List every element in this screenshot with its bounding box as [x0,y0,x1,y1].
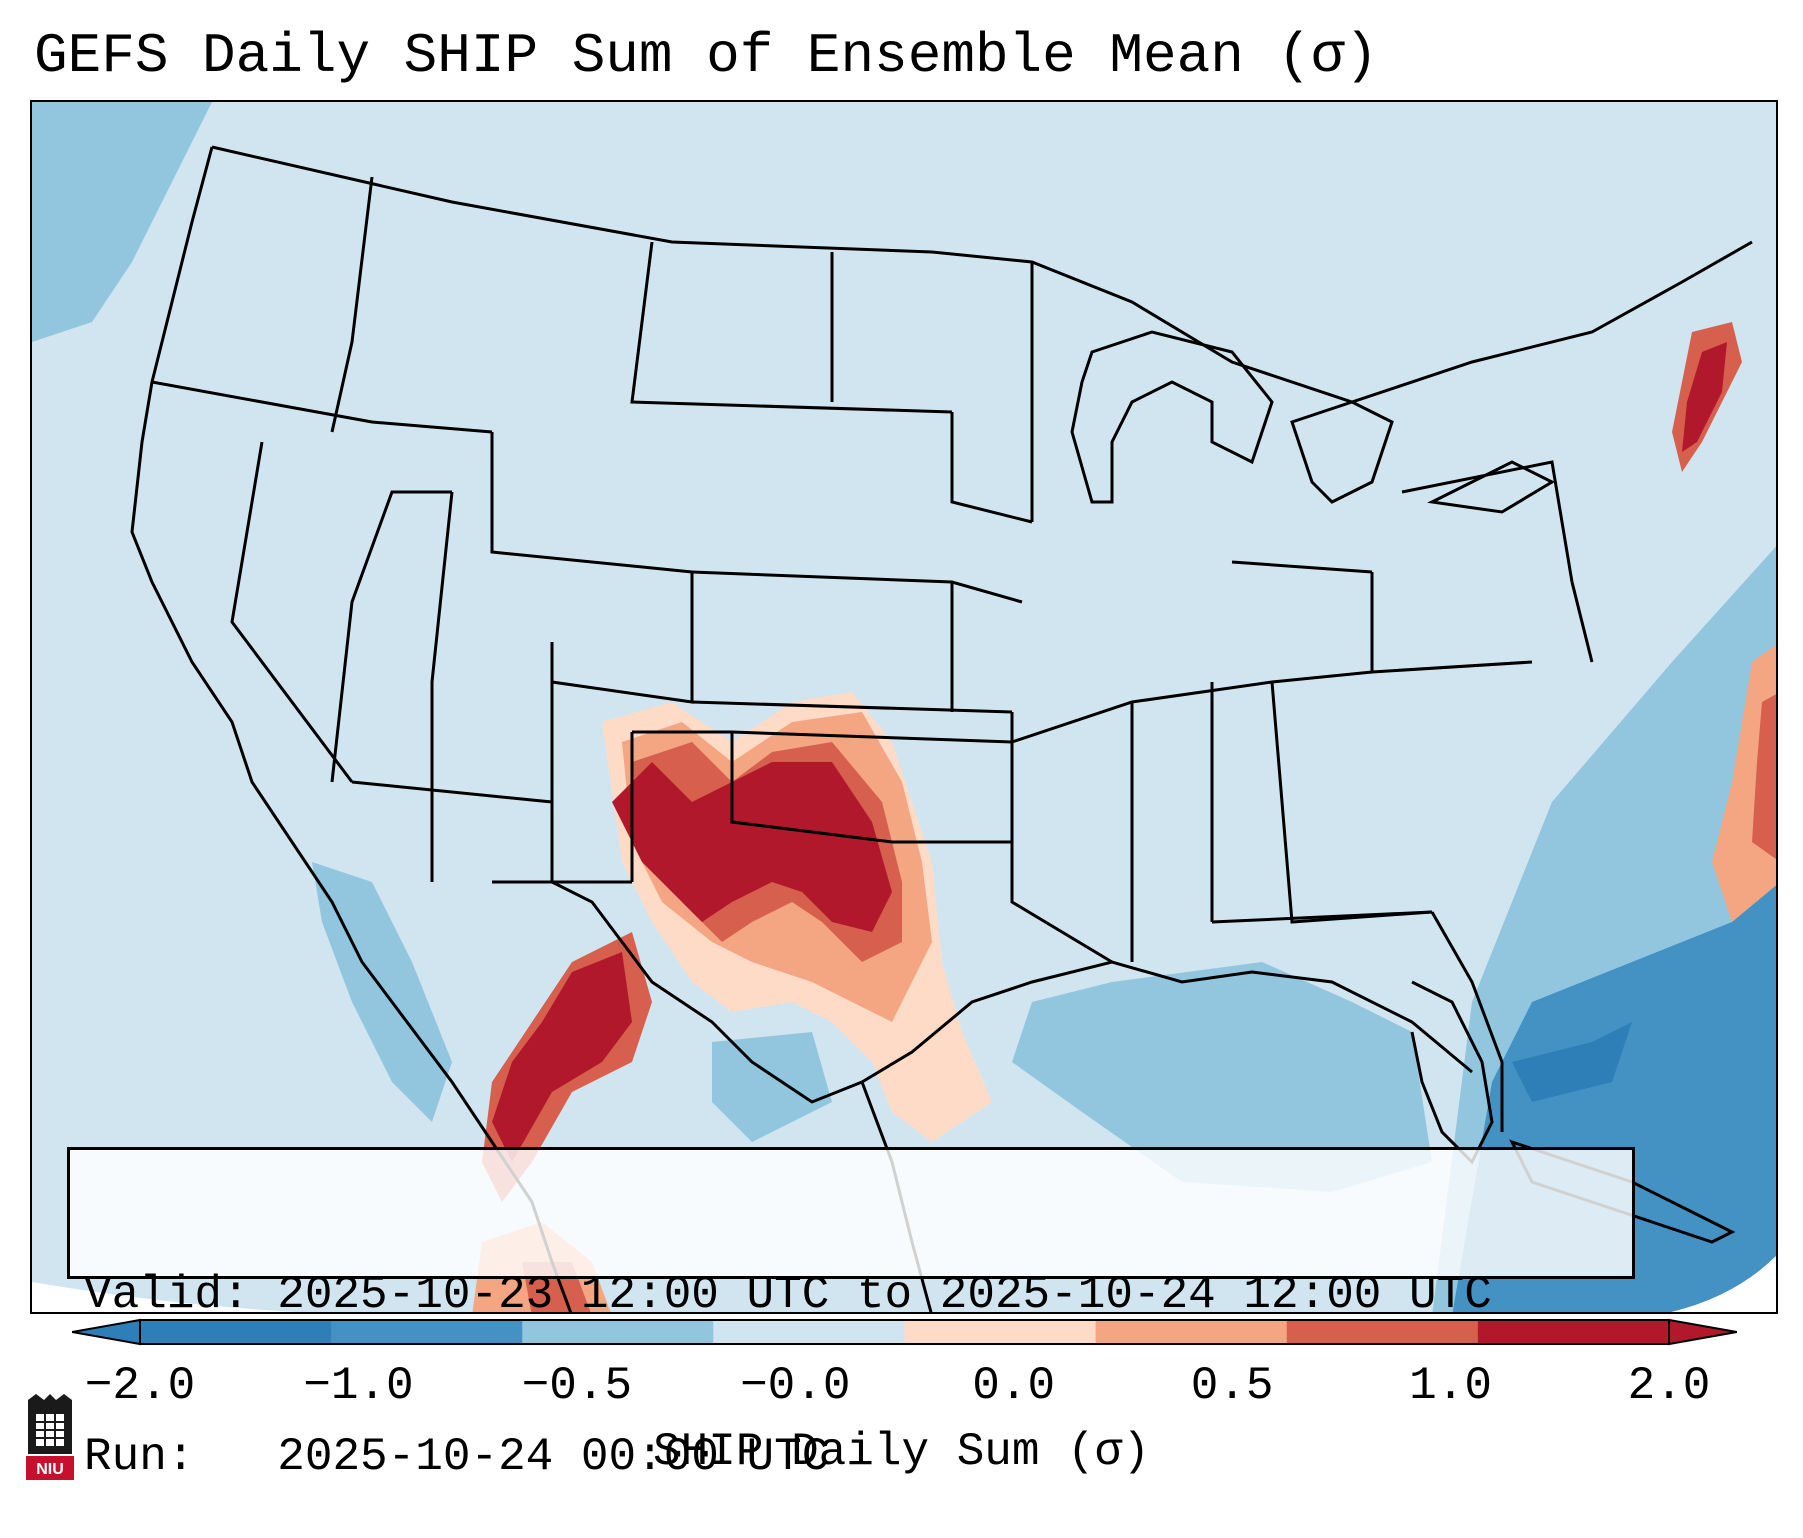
projection-corner-right [1670,1255,1776,1312]
valid-run-box: Valid: 2025-10-23 12:00 UTC to 2025-10-2… [67,1147,1635,1483]
baja-anomaly [312,862,452,1122]
colorbar-svg [71,1318,1738,1346]
colorbar-tick-label: −0.0 [740,1360,851,1412]
valid-time-text: Valid: 2025-10-23 12:00 UTC to 2025-10-2… [84,1269,1492,1321]
map-panel [30,100,1778,1314]
atlantic-strong-positive [1752,694,1776,860]
colorbar-tick-label: 2.0 [1627,1360,1711,1412]
colorbar-label: SHIP Daily Sum (σ) [653,1426,1150,1478]
colorbar-segment [1095,1320,1288,1344]
projection-corner-left [32,1282,296,1312]
logo-text: NIU [36,1461,64,1478]
colorbar-segment [904,1320,1097,1344]
niu-logo: NIU [22,1392,78,1484]
colorbar-tick-label: −2.0 [84,1360,196,1412]
colorbar-tick-label: 0.5 [1190,1360,1274,1412]
colorbar-segment [331,1320,523,1344]
colorbar-extend-low [71,1318,141,1346]
colorbar-segment [1477,1320,1670,1344]
logo-badge [26,1456,74,1480]
run-time-text: Run: 2025-10-24 00:00 UTC [84,1431,830,1483]
colorbar-segments [140,1320,1670,1344]
state-boundaries [130,145,1753,1312]
colorbar [71,1318,1738,1346]
colorbar-tick-label: −0.5 [521,1360,633,1412]
new-england-extreme-positive [1682,342,1727,452]
colorbar-segment [1286,1320,1479,1344]
colorbar-segment [140,1320,332,1344]
chihuahua-extreme-positive [492,952,632,1162]
plains-extreme-positive [612,762,892,932]
atlantic-strong-anomaly [1512,1022,1632,1102]
colorbar-tick-label: 1.0 [1409,1360,1492,1412]
colorbar-segment [522,1320,714,1344]
colorbar-segment [713,1320,905,1344]
colorbar-tick-label: 0.0 [972,1360,1056,1412]
atlantic-moderate-positive [1712,644,1776,922]
colorbar-tick-label: −1.0 [303,1360,414,1412]
colorbar-extend-high [1668,1318,1738,1346]
colorbar-outline [139,1319,1670,1345]
map-canvas [32,102,1776,1312]
colorbar-ticks: −2.0 −1.0 −0.5 −0.0 0.0 0.5 1.0 2.0 [0,1360,1803,1420]
texas-coast-anomaly [712,1032,832,1142]
pacific-anomaly [32,102,212,342]
gulf-anomaly [1012,962,1432,1192]
chart-title: GEFS Daily SHIP Sum of Ensemble Mean (σ) [34,24,1379,88]
